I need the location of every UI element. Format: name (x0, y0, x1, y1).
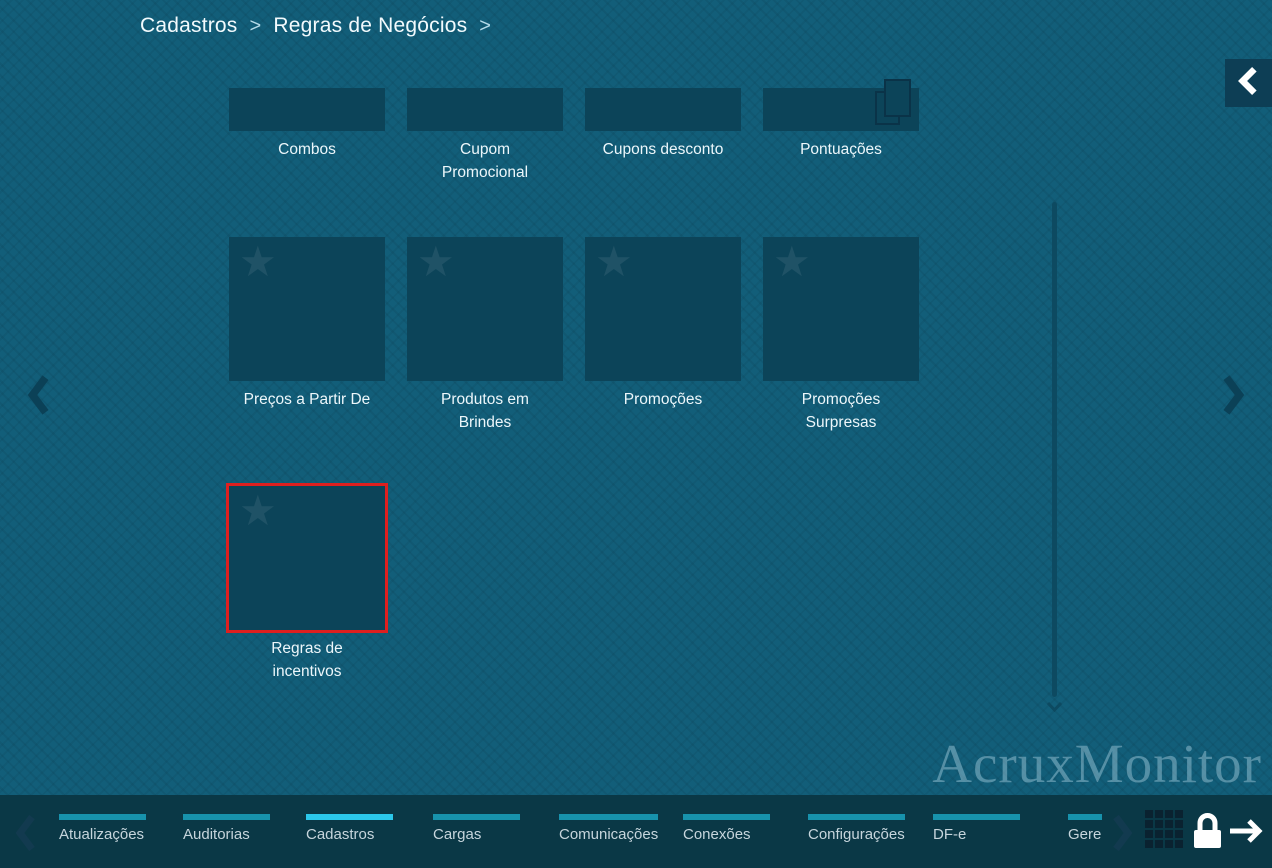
tab-gerenciamento-clipped[interactable]: Geren (1068, 814, 1102, 843)
bottom-tab-bar: Atualizações Auditorias Cadastros Cargas… (0, 795, 1272, 868)
tile-cupom-promocional[interactable]: Cupom Promocional (407, 88, 563, 184)
tile-thumbnail[interactable] (229, 88, 385, 131)
star-icon: ★ (239, 238, 277, 285)
breadcrumb-separator-icon: > (249, 14, 262, 37)
page-previous-button[interactable] (26, 372, 52, 423)
breadcrumb: Cadastros > Regras de Negócios > (140, 14, 491, 38)
chevron-left-icon (26, 375, 52, 422)
tab-indicator (933, 814, 1020, 820)
lock-icon[interactable] (1192, 812, 1222, 855)
breadcrumb-item-regras-de-negocios[interactable]: Regras de Negócios (273, 14, 468, 37)
tile-thumbnail[interactable] (763, 79, 919, 131)
tile-label: Cupons desconto (602, 141, 724, 158)
tab-configuracoes[interactable]: Configurações (808, 814, 905, 843)
page-next-button[interactable] (1220, 372, 1246, 423)
tile-label: Produtos em Brindes (441, 391, 529, 431)
breadcrumb-separator-icon: > (479, 14, 492, 37)
tile-thumbnail-selected[interactable]: ★ (229, 486, 385, 630)
tile-label: Cupom Promocional (441, 141, 529, 181)
tab-indicator (1068, 814, 1102, 820)
tile-thumbnail[interactable] (407, 88, 563, 131)
tab-indicator-active (306, 814, 393, 820)
tab-label: Atualizações (59, 826, 145, 843)
tab-label: Comunicações (559, 826, 659, 843)
breadcrumb-item-cadastros[interactable]: Cadastros (140, 14, 238, 37)
tab-conexoes[interactable]: Conexões (683, 814, 770, 843)
star-icon: ★ (239, 487, 277, 534)
tab-indicator (59, 814, 146, 820)
tile-promocoes[interactable]: ★ Promoções (585, 237, 741, 411)
star-icon: ★ (773, 238, 811, 285)
tab-label: Cadastros (306, 826, 375, 843)
tile-thumbnail[interactable] (585, 88, 741, 131)
tile-combos[interactable]: Combos (229, 88, 385, 161)
tab-indicator (433, 814, 520, 820)
tile-thumbnail[interactable]: ★ (585, 237, 741, 381)
tab-df-e[interactable]: DF-e (933, 814, 1020, 843)
tab-comunicacoes[interactable]: Comunicações (559, 814, 659, 843)
tile-label: Combos (278, 141, 336, 158)
tile-promocoes-surpresas[interactable]: ★ Promoções Surpresas (763, 237, 919, 434)
star-icon: ★ (595, 238, 633, 285)
tabs-strip: Atualizações Auditorias Cadastros Cargas… (48, 795, 1102, 868)
tile-pontuacoes[interactable]: Pontuações (763, 79, 919, 161)
tab-auditorias[interactable]: Auditorias (183, 814, 270, 843)
tile-cupons-desconto[interactable]: Cupons desconto (585, 88, 741, 161)
tile-regras-de-incentivos[interactable]: ★ Regras de incentivos (229, 486, 385, 683)
app-watermark: AcruxMonitor (932, 733, 1262, 794)
overlapping-pages-icon (873, 78, 913, 133)
scroll-down-icon[interactable] (1046, 699, 1063, 717)
tile-label: Preços a Partir De (243, 391, 371, 408)
tab-label: Conexões (683, 826, 751, 843)
chevron-right-icon (1110, 814, 1134, 859)
collapse-panel-button[interactable] (1225, 59, 1272, 107)
tile-label: Promoções (623, 391, 703, 408)
tab-cadastros-active[interactable]: Cadastros (306, 814, 393, 843)
tab-label: Geren (1068, 826, 1102, 843)
tab-label: Cargas (433, 826, 482, 843)
tile-precos-a-partir-de[interactable]: ★ Preços a Partir De (229, 237, 385, 411)
tab-indicator (183, 814, 270, 820)
tab-cargas[interactable]: Cargas (433, 814, 520, 843)
tab-label: Auditorias (183, 826, 250, 843)
tabs-scroll-left-button[interactable] (14, 811, 38, 860)
tab-label: DF-e (933, 826, 967, 843)
chevron-right-icon (1220, 375, 1246, 422)
arrow-right-icon[interactable] (1228, 818, 1264, 849)
tab-label: Configurações (808, 826, 905, 843)
tile-label: Pontuações (800, 141, 882, 158)
vertical-scrollbar[interactable] (1052, 202, 1057, 697)
tab-atualizacoes[interactable]: Atualizações (59, 814, 146, 843)
tab-indicator (683, 814, 770, 820)
tile-produtos-em-brindes[interactable]: ★ Produtos em Brindes (407, 237, 563, 434)
grid-menu-icon[interactable] (1145, 810, 1183, 848)
tile-thumbnail[interactable]: ★ (229, 237, 385, 381)
tile-label: Regras de incentivos (271, 640, 343, 680)
tile-thumbnail[interactable]: ★ (407, 237, 563, 381)
tabs-scroll-right-button[interactable] (1110, 811, 1134, 860)
tile-thumbnail[interactable]: ★ (763, 237, 919, 381)
tab-indicator (808, 814, 905, 820)
chevron-left-icon (14, 814, 38, 859)
tile-label: Promoções Surpresas (801, 391, 881, 431)
tab-indicator (559, 814, 659, 820)
chevron-left-icon (1236, 66, 1262, 101)
star-icon: ★ (417, 238, 455, 285)
